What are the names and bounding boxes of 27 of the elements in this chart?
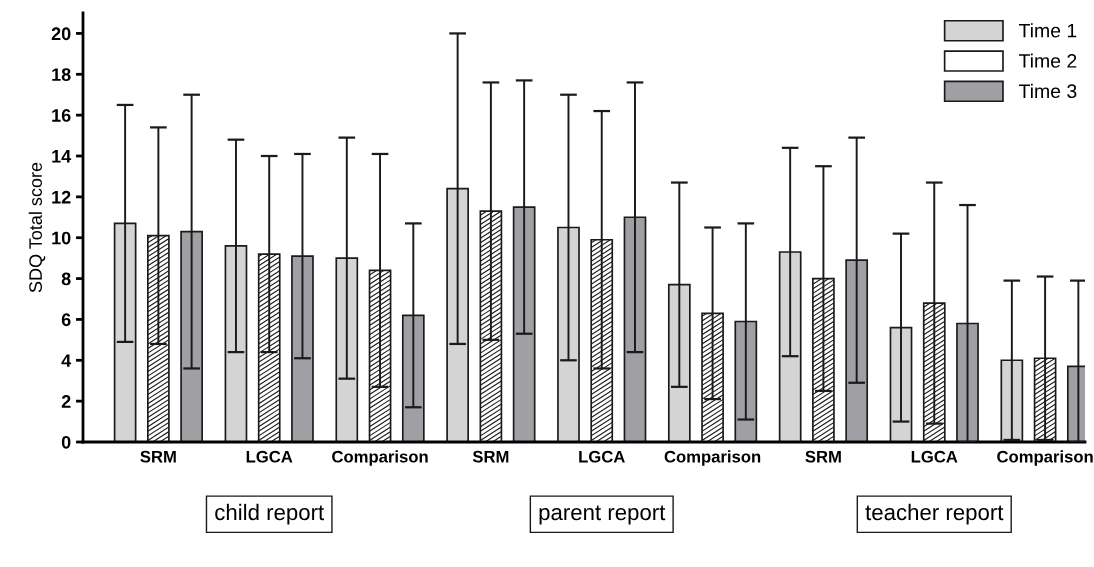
y-axis-title: SDQ Total score <box>28 162 46 293</box>
legend-label: Time 1 <box>1018 23 1077 38</box>
x-tick-label: SRM <box>140 450 176 463</box>
y-tick-label: 6 <box>61 313 71 327</box>
x-tick-label: SRM <box>472 450 509 463</box>
y-tick-label: 20 <box>51 27 71 41</box>
y-tick-label: 4 <box>61 354 72 367</box>
y-tick-label: 8 <box>61 272 71 286</box>
text: teacher report <box>865 503 1004 525</box>
y-tick-label: 10 <box>52 231 71 245</box>
text: parent report <box>539 505 666 525</box>
y-tick-label: 14 <box>52 150 72 163</box>
y-tick-label: 12 <box>52 190 71 204</box>
x-tick-label: LGCA <box>246 450 293 463</box>
y-tick-label: 18 <box>52 68 71 82</box>
x-tick-label: LGCA <box>579 450 625 463</box>
x-tick-label: Comparison <box>332 450 428 466</box>
y-tick-label: 16 <box>52 109 71 122</box>
legend-label: Time 3 <box>1018 83 1077 99</box>
y-tick-label: 2 <box>61 395 71 408</box>
x-tick-label: Comparison <box>997 450 1093 466</box>
x-tick-label: LGCA <box>911 450 958 463</box>
legend-label: Time 2 <box>1018 53 1077 68</box>
x-tick-label: SRM <box>805 450 841 463</box>
x-tick-label: Comparison <box>664 450 761 466</box>
y-tick-label: 0 <box>61 435 71 449</box>
text: child report <box>215 503 325 525</box>
